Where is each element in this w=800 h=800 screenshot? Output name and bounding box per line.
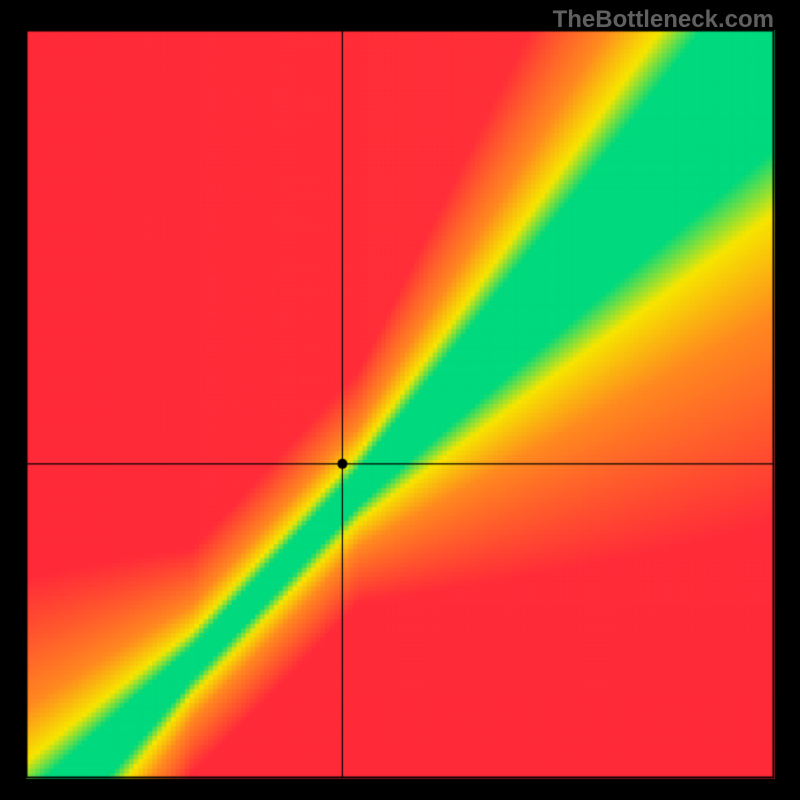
chart-container: TheBottleneck.com [0, 0, 800, 800]
heatmap-canvas [0, 0, 800, 800]
watermark-text: TheBottleneck.com [553, 6, 774, 34]
